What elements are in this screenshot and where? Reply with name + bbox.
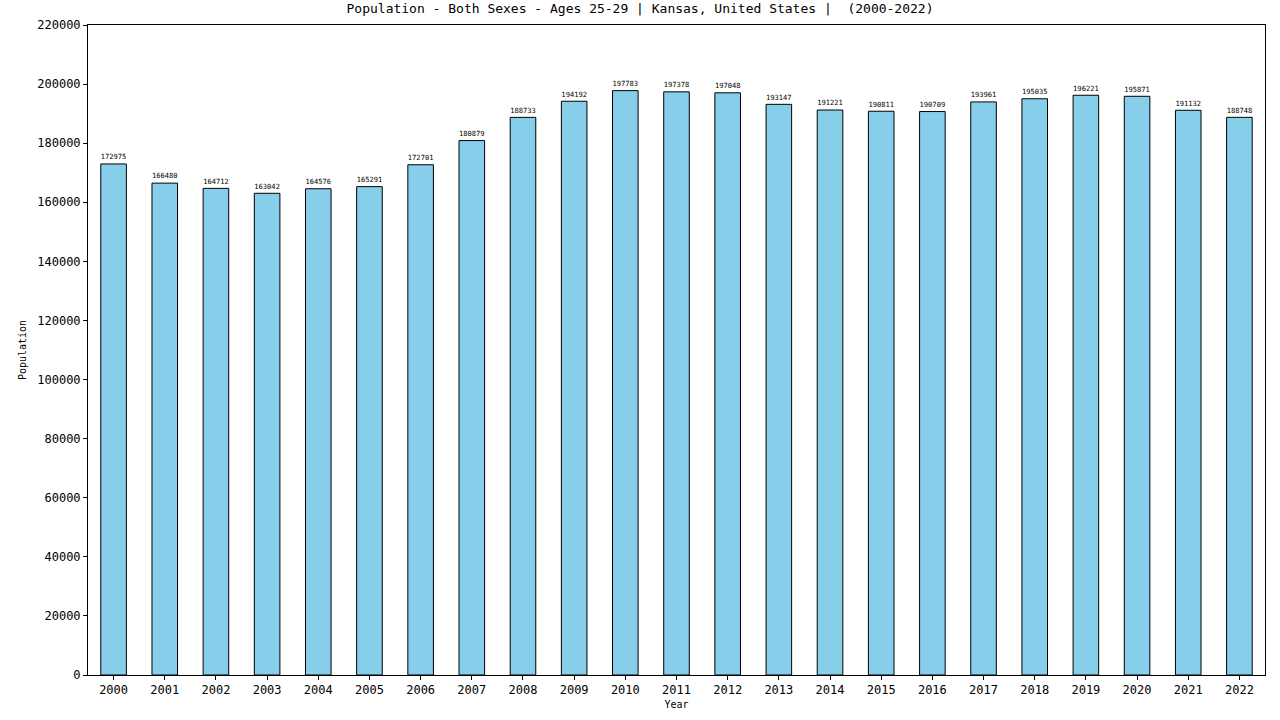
svg-text:180879: 180879: [459, 129, 485, 138]
svg-text:2010: 2010: [611, 683, 640, 697]
svg-text:191221: 191221: [817, 98, 843, 107]
svg-text:2001: 2001: [150, 683, 179, 697]
svg-text:2014: 2014: [816, 683, 845, 697]
svg-text:197783: 197783: [613, 79, 639, 88]
svg-text:200000: 200000: [37, 77, 80, 91]
svg-text:40000: 40000: [44, 550, 80, 564]
svg-text:166480: 166480: [152, 171, 178, 180]
svg-text:197048: 197048: [715, 81, 741, 90]
svg-text:172975: 172975: [101, 152, 127, 161]
svg-text:193961: 193961: [971, 90, 997, 99]
svg-text:190709: 190709: [920, 100, 946, 109]
svg-text:2005: 2005: [355, 683, 384, 697]
svg-text:164576: 164576: [305, 177, 331, 186]
svg-text:2015: 2015: [867, 683, 896, 697]
svg-text:2004: 2004: [304, 683, 333, 697]
svg-text:2006: 2006: [406, 683, 435, 697]
svg-text:2020: 2020: [1123, 683, 1152, 697]
svg-text:2000: 2000: [99, 683, 128, 697]
svg-text:188733: 188733: [510, 106, 536, 115]
svg-text:194192: 194192: [561, 90, 587, 99]
svg-text:140000: 140000: [37, 255, 80, 269]
svg-text:172701: 172701: [408, 153, 434, 162]
svg-text:165291: 165291: [357, 175, 383, 184]
svg-text:197378: 197378: [664, 80, 690, 89]
svg-text:193147: 193147: [766, 93, 792, 102]
svg-text:196221: 196221: [1073, 84, 1099, 93]
svg-text:2016: 2016: [918, 683, 947, 697]
svg-text:2009: 2009: [560, 683, 589, 697]
svg-text:2007: 2007: [457, 683, 486, 697]
svg-text:180000: 180000: [37, 136, 80, 150]
svg-text:2017: 2017: [969, 683, 998, 697]
svg-text:190811: 190811: [868, 100, 894, 109]
svg-text:100000: 100000: [37, 373, 80, 387]
svg-text:20000: 20000: [44, 609, 80, 623]
svg-text:120000: 120000: [37, 314, 80, 328]
svg-text:60000: 60000: [44, 491, 80, 505]
svg-text:160000: 160000: [37, 195, 80, 209]
svg-text:2011: 2011: [662, 683, 691, 697]
svg-text:195035: 195035: [1022, 87, 1048, 96]
svg-text:164712: 164712: [203, 177, 229, 186]
svg-text:2019: 2019: [1071, 683, 1100, 697]
svg-text:191132: 191132: [1175, 99, 1201, 108]
svg-text:195871: 195871: [1124, 85, 1150, 94]
svg-text:163042: 163042: [254, 182, 280, 191]
svg-text:80000: 80000: [44, 432, 80, 446]
svg-text:2018: 2018: [1020, 683, 1049, 697]
svg-text:2002: 2002: [201, 683, 230, 697]
svg-text:2013: 2013: [764, 683, 793, 697]
svg-text:2003: 2003: [253, 683, 282, 697]
svg-text:Population - Both Sexes - Ages: Population - Both Sexes - Ages 25-29 | K…: [347, 1, 934, 16]
svg-text:Year: Year: [664, 699, 688, 710]
svg-text:2021: 2021: [1174, 683, 1203, 697]
svg-text:220000: 220000: [37, 18, 80, 32]
svg-text:2008: 2008: [509, 683, 538, 697]
svg-text:2022: 2022: [1225, 683, 1254, 697]
svg-text:188748: 188748: [1227, 106, 1253, 115]
svg-text:Population: Population: [17, 320, 28, 380]
svg-text:0: 0: [73, 668, 80, 682]
svg-text:2012: 2012: [713, 683, 742, 697]
